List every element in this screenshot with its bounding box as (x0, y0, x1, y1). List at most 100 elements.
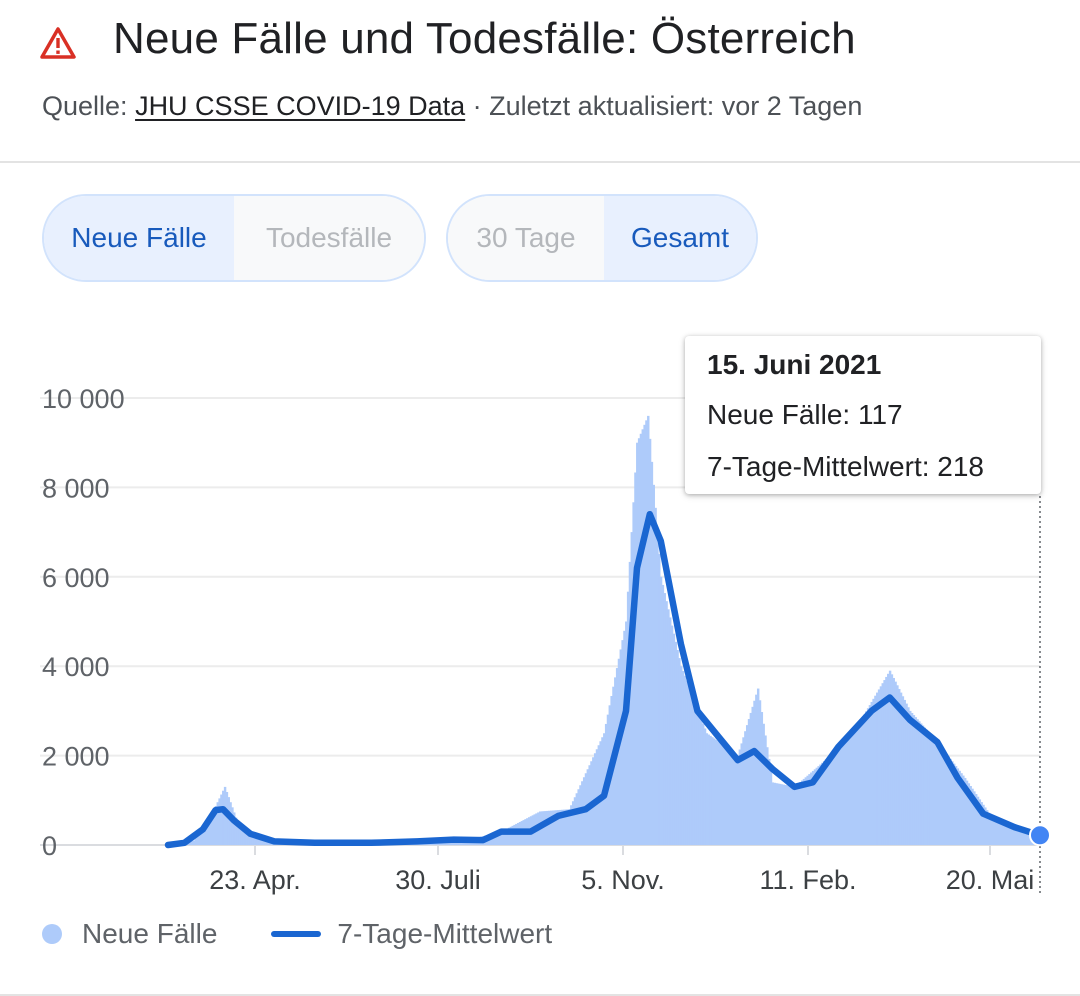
bar-new-cases (971, 788, 974, 845)
bar-new-cases (943, 751, 947, 845)
bar-new-cases (632, 502, 635, 845)
bar-new-cases (707, 734, 710, 845)
bar-new-cases (887, 673, 890, 845)
bar-new-cases (559, 809, 562, 845)
bar-new-cases (941, 749, 945, 845)
bar-new-cases (817, 766, 820, 845)
y-tick-label: 8 000 (42, 473, 110, 503)
bar-new-cases (630, 532, 633, 845)
bar-new-cases (1017, 829, 1020, 845)
bar-new-cases (557, 810, 560, 845)
bar-new-cases (852, 733, 855, 845)
bar-new-cases (896, 685, 899, 845)
bar-new-cases (753, 700, 756, 845)
bar-new-cases (894, 681, 897, 845)
bar-new-cases (855, 726, 859, 845)
bar-new-cases (991, 818, 994, 845)
bar-new-cases (734, 754, 738, 845)
bar-new-cases (652, 484, 655, 845)
source-link[interactable]: JHU CSSE COVID-19 Data (135, 91, 466, 121)
bar-new-cases (839, 745, 842, 845)
bar-new-cases (800, 780, 804, 845)
bar-new-cases (965, 780, 969, 845)
bar-new-cases (766, 747, 769, 845)
bar-new-cases (777, 783, 780, 845)
bar-new-cases (256, 836, 260, 845)
bar-new-cases (716, 741, 720, 845)
bar-new-cases (597, 745, 601, 845)
toggle-deaths[interactable]: Todesfälle (234, 196, 424, 280)
bar-new-cases (874, 695, 877, 845)
cases-chart[interactable]: 0 2 000 4 000 6 000 8 000 10 000 23. Apr. 30. … (0, 320, 1080, 900)
bar-new-cases (703, 728, 707, 845)
bar-new-cases (764, 735, 767, 845)
bar-new-cases (960, 773, 963, 845)
bar-new-cases (791, 786, 795, 845)
bar-new-cases (731, 751, 734, 845)
bar-new-cases (1004, 824, 1007, 845)
bar-new-cases (234, 817, 238, 845)
bar-new-cases (828, 755, 831, 845)
bar-new-cases (861, 717, 864, 845)
bar-new-cases (233, 812, 236, 845)
bar-new-cases (822, 761, 826, 845)
bar-new-cases (1022, 832, 1026, 845)
bar-new-cases (985, 810, 989, 845)
bar-new-cases (198, 832, 201, 845)
bar-new-cases (201, 827, 205, 845)
bar-new-cases (883, 680, 886, 845)
bar-new-cases (909, 710, 912, 845)
bar-new-cases (659, 576, 663, 845)
bar-new-cases (932, 738, 936, 845)
warning-triangle-icon (40, 27, 76, 59)
bar-new-cases (846, 738, 850, 845)
bar-new-cases (691, 694, 694, 845)
bar-new-cases (507, 827, 511, 845)
bar-new-cases (200, 829, 203, 845)
bar-new-cases (998, 821, 1002, 845)
toggle-total[interactable]: Gesamt (604, 196, 756, 280)
bar-new-cases (1028, 834, 1031, 845)
bar-new-cases (863, 714, 866, 845)
bar-new-cases (826, 757, 830, 845)
bar-new-cases (736, 755, 740, 845)
bar-new-cases (1026, 834, 1029, 845)
toggle-new-cases[interactable]: Neue Fälle (44, 196, 234, 280)
bar-new-cases (859, 720, 862, 845)
bar-new-cases (696, 709, 699, 845)
y-axis-labels: 0 2 000 4 000 6 000 8 000 10 000 (42, 384, 125, 861)
bar-new-cases (190, 840, 194, 845)
bar-new-cases (189, 841, 192, 845)
bar-new-cases (227, 797, 230, 845)
bar-new-cases (687, 685, 690, 845)
tooltip-new-cases: Neue Fälle: 117 (707, 399, 903, 430)
x-tick-label: 5. Nov. (581, 865, 665, 895)
bar-new-cases (238, 823, 241, 845)
bar-new-cases (678, 658, 681, 845)
bar-new-cases (784, 785, 787, 845)
bar-new-cases (247, 830, 251, 845)
bar-new-cases (621, 640, 624, 846)
bar-new-cases (502, 830, 505, 845)
bar-new-cases (835, 748, 839, 845)
bar-new-cases (962, 775, 965, 845)
bar-new-cases (709, 735, 712, 845)
bar-new-cases (636, 442, 639, 845)
bar-new-cases (670, 625, 674, 845)
bar-new-cases (244, 827, 247, 845)
bar-new-cases (982, 804, 985, 845)
bar-new-cases (811, 770, 815, 845)
bar-new-cases (806, 775, 809, 845)
bar-new-cases (738, 749, 742, 845)
bar-new-cases (905, 703, 908, 845)
y-tick-label: 0 (42, 831, 57, 861)
bar-new-cases (984, 807, 987, 845)
bar-new-cases (725, 747, 729, 845)
bar-new-cases (577, 789, 580, 845)
toggle-30-days[interactable]: 30 Tage (448, 196, 604, 280)
bar-new-cases (209, 816, 212, 845)
bar-new-cases (987, 812, 991, 845)
bar-new-cases (778, 783, 782, 845)
bar-new-cases (945, 754, 949, 845)
bar-new-cases (661, 584, 665, 845)
